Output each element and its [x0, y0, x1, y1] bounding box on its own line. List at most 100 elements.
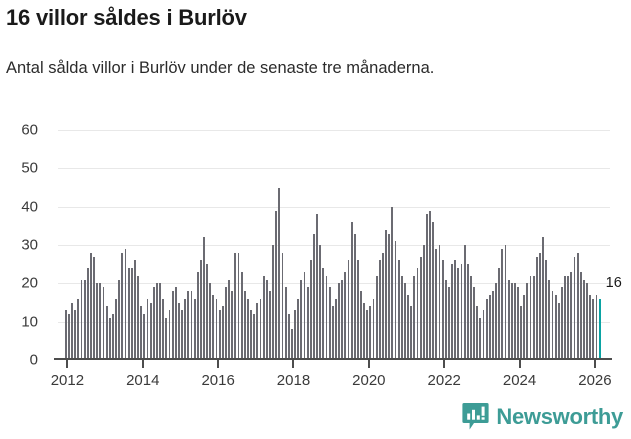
bar[interactable] [297, 298, 300, 360]
bar[interactable] [300, 279, 303, 360]
bar[interactable] [124, 248, 127, 360]
bar[interactable] [526, 283, 529, 360]
bar[interactable] [491, 291, 494, 360]
bar[interactable] [517, 287, 519, 360]
bar[interactable] [422, 245, 425, 360]
bar[interactable] [501, 248, 504, 360]
bar[interactable] [479, 317, 482, 360]
bar[interactable] [108, 317, 111, 360]
bar[interactable] [463, 245, 466, 360]
bar[interactable] [140, 306, 143, 360]
bar[interactable] [413, 275, 416, 360]
bar[interactable] [143, 314, 146, 360]
bar[interactable] [366, 310, 369, 360]
bar[interactable] [498, 268, 501, 360]
bar[interactable] [80, 279, 83, 360]
bar[interactable] [488, 294, 491, 360]
bar[interactable] [444, 279, 447, 360]
bar[interactable] [253, 314, 256, 360]
bar[interactable] [105, 306, 108, 360]
bar[interactable] [482, 310, 485, 360]
bar[interactable] [231, 291, 234, 360]
bar[interactable] [102, 287, 105, 360]
bar[interactable] [74, 310, 77, 360]
bar[interactable] [473, 287, 475, 360]
bar[interactable] [570, 271, 573, 360]
bar[interactable] [388, 233, 391, 360]
bar[interactable] [209, 283, 212, 360]
bar[interactable] [83, 279, 86, 360]
bar[interactable] [410, 306, 413, 360]
bar[interactable] [539, 252, 541, 360]
bar[interactable] [589, 294, 592, 360]
bar[interactable] [350, 222, 353, 360]
bar[interactable] [564, 275, 567, 360]
bar[interactable] [328, 287, 331, 360]
bar[interactable] [265, 279, 268, 360]
bar[interactable] [237, 252, 240, 360]
bar[interactable] [372, 298, 375, 360]
bar[interactable] [284, 287, 287, 360]
bar[interactable] [426, 214, 428, 360]
bar[interactable] [193, 298, 196, 360]
bar[interactable] [510, 283, 513, 360]
bar[interactable] [441, 260, 444, 360]
bar[interactable] [407, 294, 410, 360]
bar[interactable] [203, 237, 205, 360]
bar[interactable] [262, 275, 265, 360]
bar[interactable] [115, 298, 117, 360]
bar[interactable] [99, 283, 102, 360]
bar[interactable] [523, 294, 526, 360]
bar[interactable] [174, 287, 177, 360]
bar[interactable] [579, 271, 582, 360]
bar[interactable] [432, 222, 435, 360]
bar[interactable] [394, 241, 397, 360]
bar[interactable] [353, 233, 356, 360]
bar-highlighted[interactable] [598, 298, 601, 360]
bar[interactable] [187, 291, 190, 360]
bar[interactable] [177, 302, 180, 360]
bar[interactable] [551, 291, 554, 360]
bar[interactable] [325, 275, 328, 360]
bar[interactable] [460, 264, 463, 360]
bar[interactable] [152, 287, 155, 360]
bar[interactable] [416, 268, 419, 360]
bar[interactable] [520, 306, 523, 360]
bar[interactable] [146, 298, 149, 360]
bar[interactable] [338, 283, 340, 360]
bar[interactable] [360, 291, 362, 360]
bar[interactable] [334, 298, 337, 360]
bar[interactable] [567, 275, 570, 360]
bar[interactable] [159, 283, 161, 360]
bar[interactable] [130, 268, 133, 360]
bar[interactable] [466, 264, 469, 360]
bar[interactable] [234, 252, 237, 360]
bar[interactable] [127, 268, 130, 360]
bar[interactable] [184, 298, 187, 360]
bar[interactable] [451, 264, 453, 360]
bar[interactable] [495, 283, 497, 360]
bar[interactable] [457, 268, 460, 360]
bar[interactable] [290, 329, 293, 360]
bar[interactable] [243, 291, 246, 360]
bar[interactable] [438, 245, 441, 360]
bar[interactable] [190, 291, 193, 360]
bar[interactable] [112, 314, 114, 360]
bar[interactable] [595, 294, 598, 360]
bar[interactable] [397, 260, 400, 360]
bar[interactable] [347, 260, 350, 360]
bar[interactable] [281, 252, 284, 360]
bar[interactable] [382, 252, 384, 360]
bar[interactable] [259, 298, 262, 360]
bar[interactable] [341, 279, 344, 360]
bar[interactable] [68, 314, 70, 360]
bar[interactable] [133, 260, 136, 360]
bar[interactable] [165, 317, 168, 360]
bar[interactable] [221, 306, 224, 360]
bar[interactable] [199, 260, 202, 360]
bar[interactable] [592, 298, 595, 360]
bar[interactable] [71, 302, 74, 360]
bar[interactable] [275, 210, 278, 360]
bar[interactable] [155, 283, 158, 360]
bar[interactable] [212, 294, 215, 360]
